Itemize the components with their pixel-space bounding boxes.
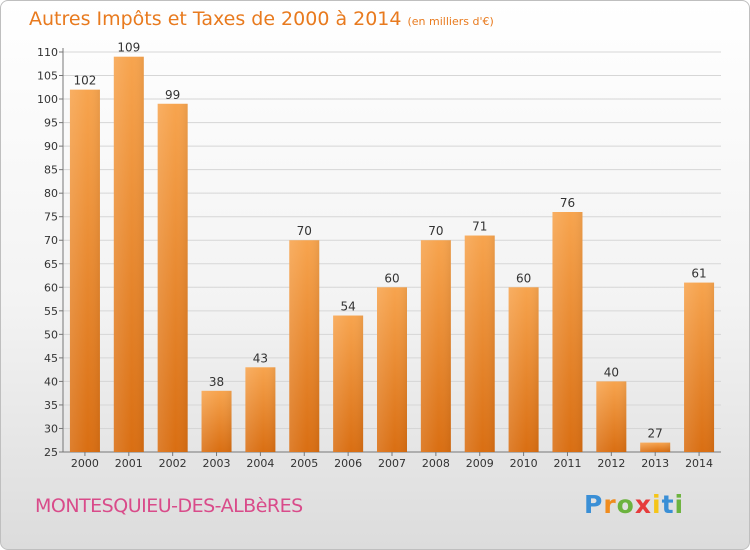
bar-value-label: 76 (560, 196, 575, 210)
bar-sheen (508, 287, 539, 452)
bar-sheen (333, 315, 364, 452)
logo-letter: i (652, 490, 662, 519)
bar-value-label: 60 (384, 271, 399, 285)
x-tick-label: 2013 (641, 457, 669, 470)
y-tick-label: 25 (44, 446, 58, 459)
bar-sheen (552, 212, 583, 452)
commune-name: MONTESQUIEU-DES-ALBèRES (35, 495, 303, 517)
y-tick-label: 80 (44, 187, 58, 200)
logo-letter: i (674, 490, 685, 519)
bar-sheen (289, 240, 320, 452)
bar-value-label: 43 (253, 351, 268, 365)
bar-value-label: 99 (165, 88, 180, 102)
bar-value-label: 38 (209, 375, 224, 389)
y-tick-labels: 25 30 35 40 45 50 55 60 65 70 75 80 85 90 95 100 105 110 (37, 46, 58, 459)
x-tick-label: 2004 (246, 457, 274, 470)
bar-value-label: 60 (516, 271, 531, 285)
bar-value-label: 71 (472, 220, 487, 234)
chart-unit: (en milliers d'€) (407, 15, 494, 28)
bar-sheen (201, 390, 232, 452)
x-tick-label: 2005 (290, 457, 318, 470)
bar-sheen (113, 56, 144, 453)
bar-sheen (377, 287, 407, 452)
value-labels: 102 109 99 38 43 70 54 60 70 71 60 76 40 27 61 (73, 41, 706, 441)
y-tick-label: 105 (37, 70, 58, 83)
y-tick-label: 50 (44, 328, 58, 341)
bar-sheen (640, 442, 671, 452)
proxiti-logo: Proxiti (584, 490, 684, 519)
x-tick-label: 2007 (378, 457, 406, 470)
bar-sheen (245, 367, 276, 452)
x-tick-label: 2002 (159, 457, 187, 470)
x-tick-label: 2006 (334, 457, 362, 470)
y-tick-label: 95 (44, 117, 58, 130)
bar-sheen (684, 282, 715, 452)
bar-value-label: 40 (604, 365, 619, 379)
y-tick-label: 55 (44, 305, 58, 318)
logo-letter: P (584, 490, 604, 519)
x-tick-label: 2003 (203, 457, 231, 470)
logo-letter: x (634, 490, 652, 519)
y-tick-label: 35 (44, 399, 58, 412)
bar-sheen (596, 381, 627, 452)
y-tick-label: 30 (44, 422, 58, 435)
x-tick-label: 2008 (422, 457, 450, 470)
x-tick-label: 2010 (510, 457, 538, 470)
bar-sheen (420, 240, 451, 452)
y-tick-label: 60 (44, 281, 58, 294)
x-tick-label: 2009 (466, 457, 494, 470)
bar-value-label: 27 (648, 427, 663, 441)
bar-sheen (464, 235, 495, 452)
bar-value-label: 102 (73, 74, 96, 88)
x-tick-label: 2011 (553, 457, 581, 470)
chart-title: Autres Impôts et Taxes de 2000 à 2014 (en… (29, 8, 494, 30)
x-tick-label: 2014 (685, 457, 713, 470)
y-tick-label: 65 (44, 258, 58, 271)
y-tick-label: 45 (44, 352, 58, 365)
bar-value-label: 54 (340, 300, 355, 314)
x-tick-labels: 2000 2001 2002 2003 2004 2005 2006 2007 2008 2009… (71, 452, 713, 470)
bar-value-label: 109 (117, 41, 140, 55)
logo-letter: t (661, 490, 675, 519)
chart-title-text: Autres Impôts et Taxes de 2000 à 2014 (29, 8, 402, 30)
bars (69, 56, 715, 453)
y-tick-label: 75 (44, 211, 58, 224)
x-tick-label: 2000 (71, 457, 99, 470)
bar-value-label: 61 (691, 267, 706, 281)
y-tick-label: 40 (44, 375, 58, 388)
x-tick-label: 2001 (115, 457, 143, 470)
bar-sheen (157, 103, 188, 452)
bar-value-label: 70 (428, 224, 443, 238)
logo-letter: o (616, 490, 635, 519)
y-tick-label: 90 (44, 140, 58, 153)
y-tick-label: 110 (37, 46, 58, 59)
y-tick-label: 70 (44, 234, 58, 247)
bar-value-label: 70 (297, 224, 312, 238)
logo-letter: r (603, 490, 617, 519)
y-tick-label: 85 (44, 164, 58, 177)
x-tick-label: 2012 (597, 457, 625, 470)
y-tick-label: 100 (37, 93, 58, 106)
bar-sheen (69, 89, 100, 452)
